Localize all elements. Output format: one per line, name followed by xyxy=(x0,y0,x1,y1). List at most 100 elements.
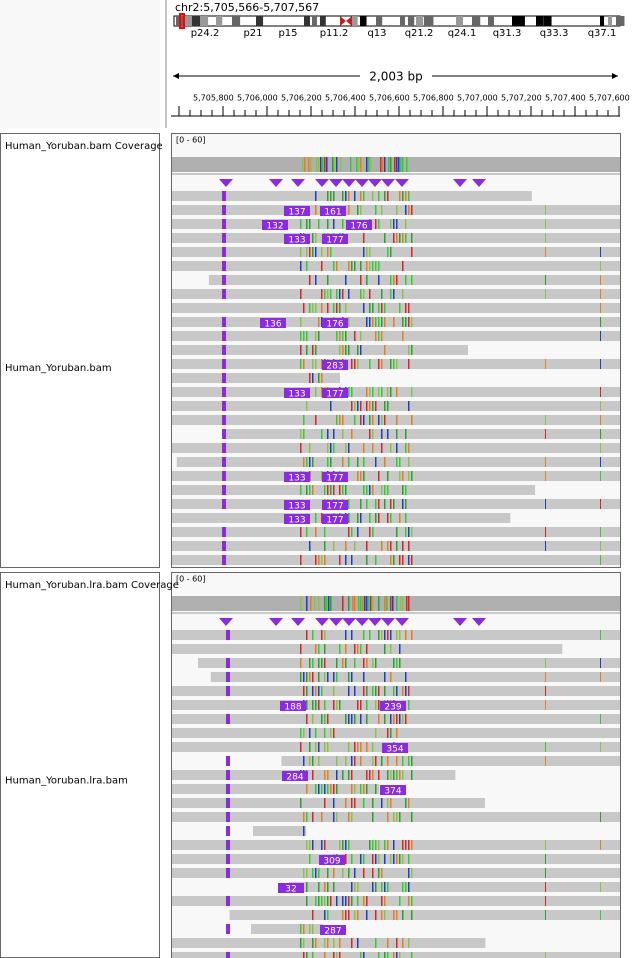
mismatch xyxy=(375,658,377,668)
cyto-band xyxy=(416,16,424,26)
mismatch xyxy=(366,714,368,724)
mismatch xyxy=(378,387,380,397)
mismatch xyxy=(339,303,341,313)
mismatch xyxy=(336,756,338,766)
mismatch xyxy=(354,541,356,551)
mismatch xyxy=(396,910,398,920)
insertion-marker xyxy=(269,179,283,187)
mismatch xyxy=(396,728,398,738)
mismatch xyxy=(315,700,317,710)
mismatch xyxy=(405,882,407,892)
mismatch xyxy=(396,457,398,467)
mismatch xyxy=(357,401,359,411)
insertion-label: 133 xyxy=(288,474,305,484)
mismatch xyxy=(384,840,386,850)
mismatch xyxy=(306,261,308,271)
mismatch xyxy=(387,938,389,948)
coverage-mismatch xyxy=(328,596,330,611)
mismatch xyxy=(381,630,383,640)
mismatch xyxy=(381,541,383,551)
mismatch xyxy=(375,938,377,948)
insertion-marker xyxy=(219,618,233,626)
mismatch xyxy=(375,205,377,215)
mismatch xyxy=(300,317,302,327)
mismatch xyxy=(372,401,374,411)
mismatch xyxy=(342,485,344,495)
mismatch xyxy=(354,261,356,271)
mismatch xyxy=(345,714,347,724)
insertion-box xyxy=(380,785,406,795)
insertion xyxy=(222,359,226,369)
coverage-mismatch xyxy=(398,157,400,172)
mismatch xyxy=(600,910,601,920)
insertion-label: 136 xyxy=(264,320,281,330)
mismatch xyxy=(339,485,341,495)
mismatch xyxy=(387,798,389,808)
mismatch xyxy=(405,219,407,229)
mismatch xyxy=(408,527,410,537)
mismatch xyxy=(324,714,326,724)
mismatch xyxy=(342,415,344,425)
mismatch xyxy=(402,331,404,341)
mismatch xyxy=(303,457,305,467)
mismatch xyxy=(366,658,368,668)
coverage-mismatch xyxy=(316,157,318,172)
insertion-label: 176 xyxy=(326,320,343,330)
mismatch xyxy=(345,485,347,495)
mismatch xyxy=(372,415,374,425)
mismatch xyxy=(408,798,410,808)
mismatch xyxy=(545,247,546,257)
mismatch xyxy=(333,541,335,551)
cyto-band xyxy=(424,16,434,26)
mismatch xyxy=(387,728,389,738)
mismatch xyxy=(303,331,305,341)
mismatch xyxy=(600,457,601,467)
mismatch xyxy=(366,387,368,397)
mismatch xyxy=(303,728,305,738)
mismatch xyxy=(315,938,317,948)
mismatch xyxy=(399,303,401,313)
mismatch xyxy=(399,513,401,523)
mismatch xyxy=(360,513,362,523)
mismatch xyxy=(381,205,383,215)
read xyxy=(172,261,620,271)
mismatch xyxy=(300,429,302,439)
mismatch xyxy=(363,784,365,794)
mismatch xyxy=(600,882,601,892)
mismatch xyxy=(384,854,386,864)
mismatch xyxy=(411,415,413,425)
mismatch xyxy=(351,387,353,397)
mismatch xyxy=(545,429,546,439)
mismatch xyxy=(348,742,350,752)
mismatch xyxy=(372,191,374,201)
mismatch xyxy=(600,742,601,752)
mismatch xyxy=(360,289,362,299)
mismatch xyxy=(318,882,320,892)
mismatch xyxy=(363,471,365,481)
mismatch xyxy=(396,812,398,822)
mismatch xyxy=(318,658,320,668)
mismatch xyxy=(300,742,302,752)
mismatch xyxy=(396,205,398,215)
mismatch xyxy=(312,233,314,243)
cyto-band xyxy=(520,16,525,26)
cyto-band xyxy=(608,16,613,26)
coverage-mismatch xyxy=(308,157,310,172)
mismatch xyxy=(345,191,347,201)
cyto-band xyxy=(616,16,625,26)
insertion xyxy=(226,854,230,864)
mismatch xyxy=(315,644,317,654)
mismatch xyxy=(333,485,335,495)
mismatch xyxy=(309,658,311,668)
coverage-mismatch xyxy=(320,157,322,172)
mismatch xyxy=(315,896,317,906)
mismatch xyxy=(369,429,371,439)
mismatch xyxy=(306,882,308,892)
read xyxy=(172,331,620,341)
insertion-box xyxy=(262,220,288,230)
mismatch xyxy=(402,471,404,481)
mismatch xyxy=(402,938,404,948)
mismatch xyxy=(312,938,314,948)
insertion xyxy=(222,485,226,495)
mismatch xyxy=(354,882,356,892)
